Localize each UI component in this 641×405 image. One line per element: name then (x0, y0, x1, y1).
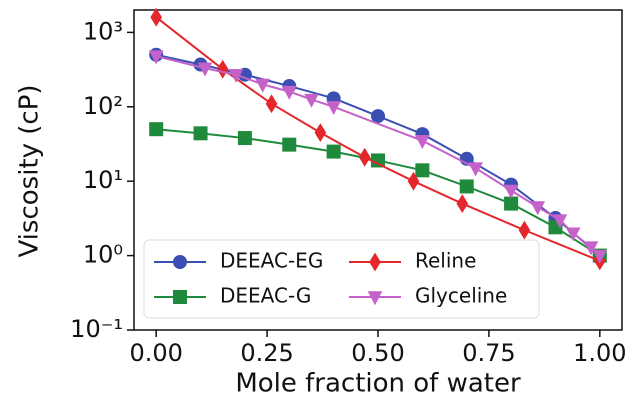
y-tick-label: 10¹ (83, 166, 123, 194)
marker (552, 214, 568, 229)
legend-label: Glyceline (415, 284, 507, 308)
marker (148, 50, 164, 65)
marker (173, 290, 187, 304)
x-tick-label: 0.50 (351, 339, 404, 367)
legend-label: DEEAC-G (220, 284, 311, 308)
marker (304, 93, 319, 108)
marker (173, 255, 187, 269)
marker (197, 62, 213, 77)
marker (459, 179, 474, 194)
marker (150, 7, 162, 27)
x-axis-label: Mole fraction of water (235, 369, 521, 399)
y-axis-label: Viscosity (cP) (15, 84, 45, 257)
legend-label: DEEAC-EG (220, 249, 323, 273)
marker (314, 123, 327, 143)
marker (456, 194, 469, 213)
y-tick-label: 10⁻¹ (70, 315, 123, 343)
marker (367, 291, 383, 306)
marker (530, 201, 546, 216)
marker (358, 147, 371, 167)
legend-label: Reline (415, 249, 476, 273)
legend-frame (143, 239, 540, 319)
marker (371, 109, 385, 124)
marker (503, 184, 519, 199)
marker (583, 241, 599, 256)
marker (228, 69, 244, 83)
y-tick-label: 10² (83, 92, 123, 120)
x-tick-label: 0.25 (240, 339, 293, 367)
marker (255, 78, 270, 93)
marker (237, 131, 252, 146)
marker (518, 220, 531, 240)
marker (415, 163, 430, 178)
series-line (155, 16, 601, 262)
marker (468, 162, 483, 177)
marker (149, 122, 164, 137)
marker (216, 59, 229, 79)
plot-frame (133, 9, 623, 331)
marker (193, 126, 208, 141)
y-tick-label: 10⁰ (83, 241, 123, 269)
marker (407, 171, 420, 191)
marker (592, 249, 608, 264)
marker (369, 252, 381, 272)
x-tick-label: 1.00 (573, 339, 626, 367)
marker (415, 135, 430, 149)
marker (504, 196, 519, 211)
y-tick-label: 10³ (83, 17, 123, 45)
marker (326, 144, 341, 159)
marker (265, 94, 278, 114)
marker (565, 227, 581, 242)
marker (281, 85, 297, 100)
marker (282, 137, 297, 152)
marker (326, 101, 341, 116)
x-tick-label: 0.75 (462, 339, 515, 367)
x-tick-label: 0.00 (129, 339, 182, 367)
series-line (156, 128, 601, 257)
